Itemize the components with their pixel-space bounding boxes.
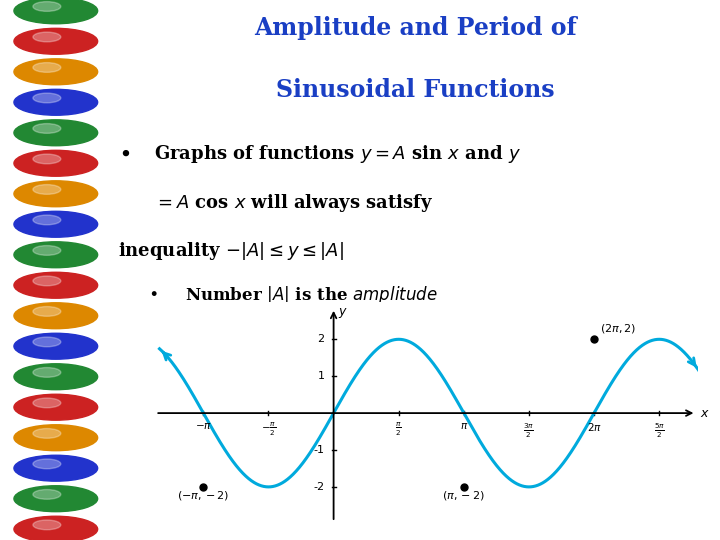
Text: 2: 2 bbox=[318, 334, 325, 345]
Ellipse shape bbox=[14, 455, 98, 481]
Text: inequality $-|A| \leq y \leq |A|$: inequality $-|A| \leq y \leq |A|$ bbox=[117, 240, 343, 262]
Ellipse shape bbox=[33, 368, 60, 377]
Ellipse shape bbox=[33, 215, 60, 225]
Ellipse shape bbox=[33, 490, 60, 500]
Ellipse shape bbox=[14, 242, 98, 268]
Ellipse shape bbox=[33, 429, 60, 438]
Text: $\frac{5\pi}{2}$: $\frac{5\pi}{2}$ bbox=[654, 421, 665, 440]
Text: $\bullet$: $\bullet$ bbox=[117, 143, 130, 163]
Ellipse shape bbox=[14, 181, 98, 207]
Ellipse shape bbox=[14, 89, 98, 115]
Text: -2: -2 bbox=[313, 482, 325, 492]
Ellipse shape bbox=[33, 337, 60, 347]
Text: $-\pi$: $-\pi$ bbox=[195, 421, 212, 431]
Ellipse shape bbox=[14, 120, 98, 146]
Ellipse shape bbox=[33, 124, 60, 133]
Ellipse shape bbox=[33, 276, 60, 286]
Text: $(-\pi, -2)$: $(-\pi, -2)$ bbox=[177, 489, 230, 502]
Text: $= A$ cos $x$ will always satisfy: $= A$ cos $x$ will always satisfy bbox=[154, 192, 433, 214]
Ellipse shape bbox=[33, 185, 60, 194]
Ellipse shape bbox=[14, 394, 98, 420]
Ellipse shape bbox=[14, 0, 98, 24]
Ellipse shape bbox=[33, 2, 60, 11]
Ellipse shape bbox=[33, 520, 60, 530]
Text: Number $|A|$ is the $\mathit{amplitude}$: Number $|A|$ is the $\mathit{amplitude}$ bbox=[184, 284, 438, 306]
Ellipse shape bbox=[33, 398, 60, 408]
Text: $\frac{3\pi}{2}$: $\frac{3\pi}{2}$ bbox=[523, 421, 534, 440]
Text: 1: 1 bbox=[318, 371, 325, 381]
Text: $(2\pi, 2)$: $(2\pi, 2)$ bbox=[600, 322, 636, 335]
Text: $\bullet$: $\bullet$ bbox=[148, 284, 158, 301]
Ellipse shape bbox=[14, 211, 98, 237]
Ellipse shape bbox=[33, 32, 60, 42]
Ellipse shape bbox=[14, 364, 98, 390]
Ellipse shape bbox=[33, 459, 60, 469]
Text: $-\frac{\pi}{2}$: $-\frac{\pi}{2}$ bbox=[261, 421, 276, 438]
Text: $x$: $x$ bbox=[701, 407, 711, 420]
Ellipse shape bbox=[14, 303, 98, 329]
Ellipse shape bbox=[14, 425, 98, 451]
Ellipse shape bbox=[14, 59, 98, 85]
Text: -1: -1 bbox=[313, 445, 325, 455]
Ellipse shape bbox=[14, 150, 98, 176]
Ellipse shape bbox=[14, 28, 98, 54]
Text: $2\pi$: $2\pi$ bbox=[587, 421, 602, 433]
Ellipse shape bbox=[33, 246, 60, 255]
Text: Sinusoidal Functions: Sinusoidal Functions bbox=[276, 78, 555, 102]
Ellipse shape bbox=[14, 333, 98, 359]
Ellipse shape bbox=[33, 307, 60, 316]
Text: $\frac{\pi}{2}$: $\frac{\pi}{2}$ bbox=[395, 421, 402, 438]
Ellipse shape bbox=[14, 516, 98, 540]
Ellipse shape bbox=[33, 154, 60, 164]
Ellipse shape bbox=[14, 486, 98, 512]
Text: Amplitude and Period of: Amplitude and Period of bbox=[254, 16, 577, 40]
Text: Graphs of functions $y = A$ sin $x$ and $y$: Graphs of functions $y = A$ sin $x$ and … bbox=[154, 143, 521, 165]
Text: $y$: $y$ bbox=[338, 306, 348, 320]
Ellipse shape bbox=[33, 93, 60, 103]
Text: $(\pi, -2)$: $(\pi, -2)$ bbox=[442, 489, 485, 502]
Text: $\pi$: $\pi$ bbox=[459, 421, 468, 431]
Ellipse shape bbox=[33, 63, 60, 72]
Ellipse shape bbox=[14, 272, 98, 298]
